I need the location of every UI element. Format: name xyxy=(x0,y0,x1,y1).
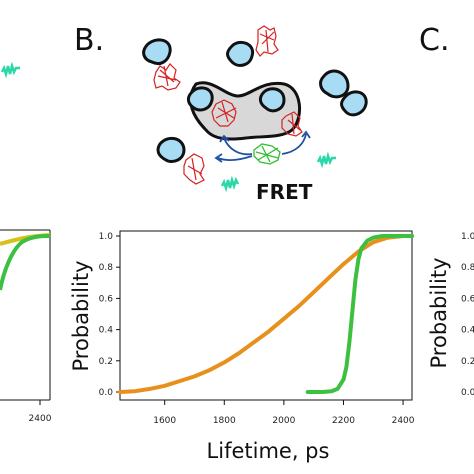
light-squiggle-icon xyxy=(220,175,240,193)
fret-arrow-icon xyxy=(214,134,253,163)
cell-icon xyxy=(258,87,286,113)
x-tick-label: 1800 xyxy=(213,416,236,426)
x-tick-label: 1600 xyxy=(153,416,176,426)
y-tick-label: 0.4 xyxy=(99,326,114,336)
cell-icon xyxy=(340,90,368,117)
x-tick-label: 2400 xyxy=(392,416,415,426)
panel-b-chart: 0.00.20.40.60.81.0 1600 1800 2000 2200 2400 … xyxy=(69,230,415,463)
red-protein-icon xyxy=(211,99,237,127)
fret-arrow-icon xyxy=(281,130,311,155)
red-protein-icon xyxy=(153,63,181,91)
y-tick-label: 0.0 xyxy=(99,388,114,398)
fret-label: FRET xyxy=(256,180,313,204)
red-protein-icon xyxy=(255,25,279,57)
x-tick-label: 2200 xyxy=(332,416,355,426)
panel-c-y-tick-label: 0.2 xyxy=(461,357,474,367)
cell-icon xyxy=(142,38,172,66)
panel-c-y-tick-label: 0.8 xyxy=(461,263,474,273)
panel-b-letter: B. xyxy=(74,23,104,58)
series-line-green xyxy=(305,234,414,394)
light-squiggle-icon xyxy=(0,61,20,79)
y-tick-label: 0.2 xyxy=(99,357,113,367)
panel-c-partial: C. Probability 0.0 0.2 0.4 0.6 0.8 1.0 xyxy=(419,23,474,398)
panel-a-x-tick-label: 2400 xyxy=(29,414,52,424)
green-protein-icon xyxy=(253,143,281,165)
panel-a-series-green xyxy=(0,234,51,291)
panel-a-partial: 2400 xyxy=(0,61,52,424)
cell-icon xyxy=(156,136,186,164)
cell-icon xyxy=(186,86,214,112)
panel-c-y-tick-label: 0.4 xyxy=(461,326,474,336)
red-protein-icon xyxy=(183,153,205,185)
panel-b-schematic: B. xyxy=(74,23,368,204)
panel-c-y-tick-label: 1.0 xyxy=(461,232,474,242)
cell-icon xyxy=(319,69,350,99)
y-axis-ticks: 0.0 0.2 0.4 0.6 0.8 1.0 xyxy=(99,232,120,398)
series-group xyxy=(118,234,414,394)
plot-frame xyxy=(119,230,413,401)
panel-c-y-tick-label: 0.6 xyxy=(461,294,474,304)
y-axis-label: Probability xyxy=(69,260,93,371)
y-tick-label: 0.8 xyxy=(99,263,114,273)
x-axis-label: Lifetime, ps xyxy=(207,439,330,463)
series-line-orange xyxy=(118,234,414,394)
y-tick-label: 0.6 xyxy=(99,294,114,304)
x-axis-ticks: 1600 1800 2000 2200 2400 xyxy=(153,400,415,426)
cell-icon xyxy=(226,40,255,67)
panel-c-y-ticks: 0.0 0.2 0.4 0.6 0.8 1.0 xyxy=(461,232,474,398)
panel-c-letter: C. xyxy=(419,23,449,58)
panel-c-y-axis-label: Probability xyxy=(427,257,451,368)
panel-c-y-tick-label: 0.0 xyxy=(461,388,474,398)
x-tick-label: 2000 xyxy=(272,416,295,426)
red-protein-icon xyxy=(281,111,303,137)
y-tick-label: 1.0 xyxy=(99,232,114,242)
light-squiggle-icon xyxy=(316,151,336,169)
